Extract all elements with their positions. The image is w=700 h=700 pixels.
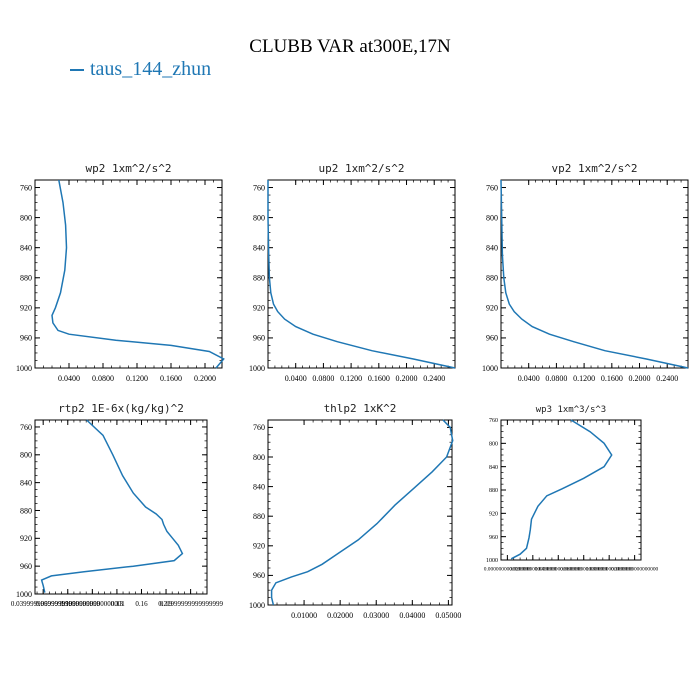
series-line — [51, 179, 225, 369]
x-tick-label: 0.0400 — [518, 374, 540, 383]
panel-title: thlp2 1xK^2 — [324, 402, 397, 415]
legend-label: taus_144_zhun — [90, 58, 212, 80]
y-tick-label: 920 — [253, 304, 265, 313]
y-tick-label: 1000 — [249, 364, 265, 373]
y-tick-label: 840 — [253, 243, 265, 252]
y-tick-label: 800 — [253, 213, 265, 222]
x-tick-label: 0.1600 — [601, 374, 623, 383]
y-tick-label: 880 — [253, 512, 265, 521]
y-tick-label: 840 — [20, 478, 32, 487]
y-tick-label: 800 — [20, 451, 32, 460]
y-tick-label: 880 — [486, 274, 498, 283]
x-tick-label: 0.01000 — [291, 611, 317, 620]
y-tick-label: 880 — [20, 506, 32, 515]
y-tick-label: 960 — [20, 334, 32, 343]
y-tick-label: 920 — [253, 542, 265, 551]
y-tick-label: 800 — [486, 213, 498, 222]
y-tick-label: 1000 — [16, 364, 32, 373]
y-tick-label: 800 — [253, 453, 265, 462]
panel-title: wp3 1xm^3/s^3 — [536, 405, 606, 415]
x-tick-label: 0.05000 — [435, 611, 461, 620]
x-tick-label: 0.04000 — [399, 611, 425, 620]
panel-frame — [500, 179, 689, 369]
x-tick-label: 0.0800 — [312, 374, 334, 383]
x-tick-label: 0.02000 — [327, 611, 353, 620]
y-tick-label: 760 — [20, 183, 32, 192]
y-tick-label: 1000 — [482, 364, 498, 373]
x-tick-label: 0.2000 — [194, 374, 216, 383]
y-tick-label: 760 — [489, 418, 498, 424]
x-tick-label: 0.0000000000000000 — [484, 566, 531, 572]
x-tick-label: 0.19 — [160, 600, 173, 608]
x-tick-label: 0.2400 — [656, 374, 678, 383]
x-tick-label: 0.0800 — [545, 374, 567, 383]
y-tick-label: 960 — [489, 535, 498, 541]
panel-title: wp2 1xm^2/s^2 — [85, 162, 171, 175]
y-tick-label: 760 — [486, 183, 498, 192]
x-tick-label: 0.1200 — [340, 374, 362, 383]
panel-title: rtp2 1E-6x(kg/kg)^2 — [58, 402, 184, 415]
x-tick-label: 0.1200 — [126, 374, 148, 383]
y-tick-label: 920 — [20, 534, 32, 543]
y-tick-label: 840 — [486, 243, 498, 252]
y-tick-label: 840 — [489, 465, 498, 471]
legend-line-swatch — [70, 69, 84, 72]
y-tick-label: 960 — [253, 334, 265, 343]
panel-frame — [34, 419, 208, 595]
y-tick-label: 1000 — [486, 558, 498, 564]
y-tick-label: 800 — [489, 441, 498, 447]
x-tick-label: 0.1600 — [160, 374, 182, 383]
series-line — [267, 180, 456, 369]
x-tick-label: 0.0400 — [58, 374, 80, 383]
y-tick-label: 880 — [489, 488, 498, 494]
panel-frame — [500, 419, 642, 561]
x-tick-label: 0.0800000000000000 — [586, 566, 633, 572]
y-tick-label: 960 — [253, 571, 265, 580]
x-tick-label: 0.1000000000000000 — [611, 566, 658, 572]
panel-frame — [267, 179, 456, 369]
x-tick-label: 0.2000 — [629, 374, 651, 383]
y-tick-label: 760 — [253, 423, 265, 432]
x-tick-label: 0.03999999999999999 — [11, 600, 76, 608]
x-tick-label: 0.10000000000000001 — [60, 600, 125, 608]
x-tick-label: 0.0600000000000000 — [560, 566, 607, 572]
x-tick-label: 0.2400 — [423, 374, 445, 383]
x-tick-label: 0.03000 — [363, 611, 389, 620]
series-line — [270, 419, 454, 606]
x-tick-label: 0.0400000000000000 — [535, 566, 582, 572]
y-tick-label: 880 — [253, 274, 265, 283]
y-tick-label: 920 — [486, 304, 498, 313]
x-tick-label: 0.2000 — [396, 374, 418, 383]
y-tick-label: 840 — [253, 482, 265, 491]
y-tick-label: 960 — [486, 334, 498, 343]
x-tick-label: 0.13 — [111, 600, 124, 608]
series-line — [510, 419, 613, 560]
panel-title: up2 1xm^2/s^2 — [318, 162, 404, 175]
y-tick-label: 800 — [20, 213, 32, 222]
panel-frame — [267, 419, 453, 606]
x-tick-label: 0.1600 — [368, 374, 390, 383]
x-tick-label: 0.0400 — [285, 374, 307, 383]
x-tick-label: 0.21999999999999999 — [158, 600, 223, 608]
y-tick-label: 880 — [20, 274, 32, 283]
y-tick-label: 1000 — [16, 590, 32, 599]
x-tick-label: 0.06999999999999999 — [35, 600, 100, 608]
legend: taus_144_zhun — [70, 58, 211, 81]
y-tick-label: 960 — [20, 562, 32, 571]
x-tick-label: 0.0200000000000000 — [509, 566, 556, 572]
chart-title: CLUBB VAR at300E,17N — [249, 36, 451, 57]
series-line — [500, 179, 689, 369]
x-tick-label: 0.1200 — [573, 374, 595, 383]
y-tick-label: 760 — [20, 423, 32, 432]
x-tick-label: 0.16 — [135, 600, 148, 608]
x-tick-label: 0.0800 — [92, 374, 114, 383]
y-tick-label: 1000 — [249, 601, 265, 610]
series-line — [40, 419, 184, 593]
y-tick-label: 760 — [253, 183, 265, 192]
y-tick-label: 920 — [489, 511, 498, 517]
y-tick-label: 840 — [20, 243, 32, 252]
panel-title: vp2 1xm^2/s^2 — [551, 162, 637, 175]
y-tick-label: 920 — [20, 304, 32, 313]
